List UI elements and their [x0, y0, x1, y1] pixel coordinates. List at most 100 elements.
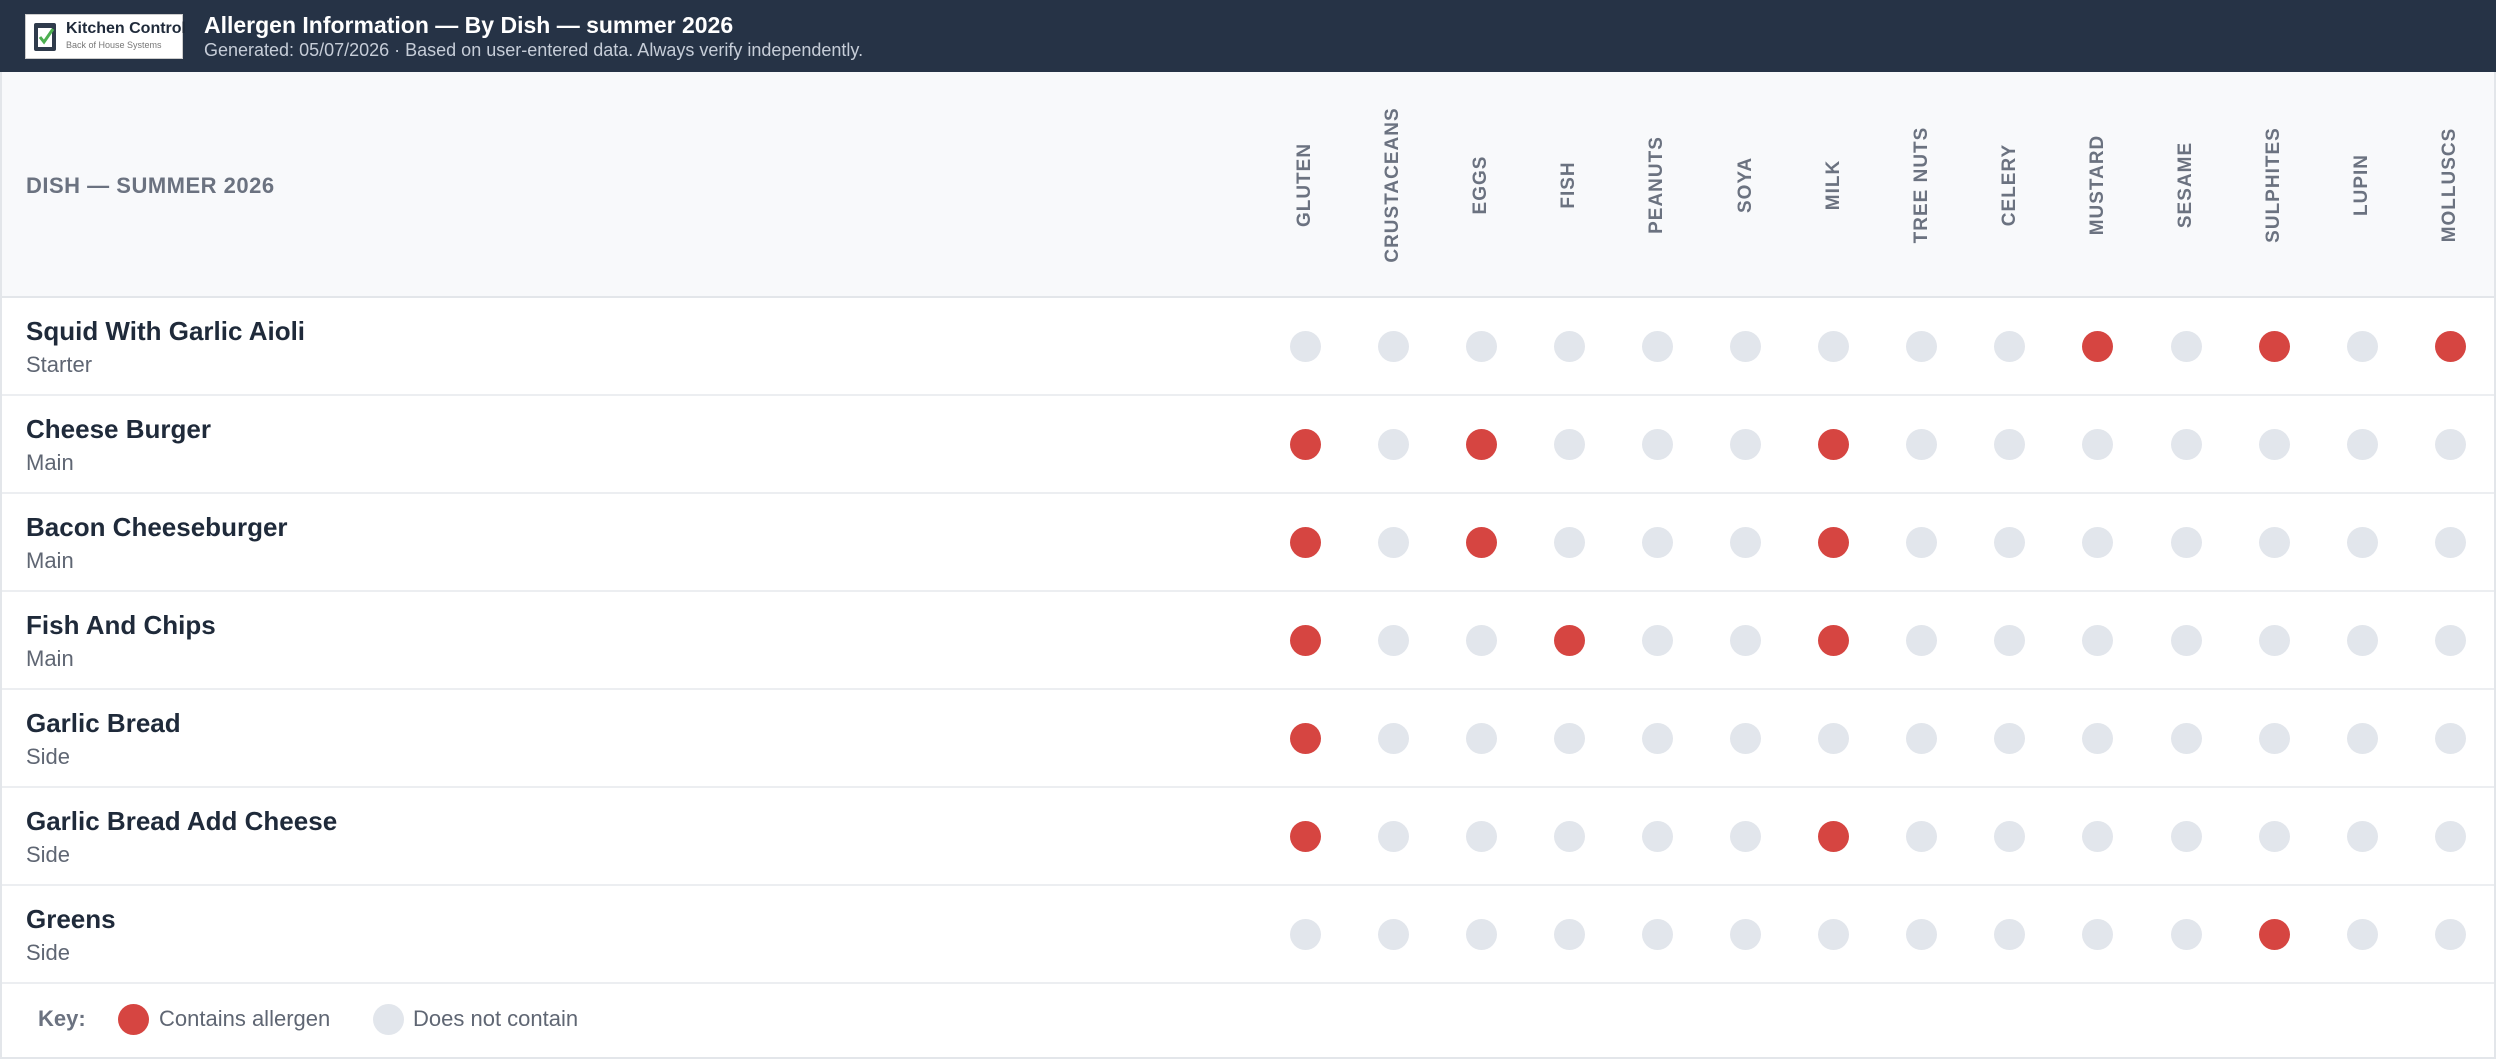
allergen-dot [1818, 429, 1850, 460]
allergen-dot [2170, 723, 2202, 754]
allergen-dot [1730, 527, 1761, 558]
allergen-dot [1377, 331, 1409, 362]
allergen-dot [2082, 821, 2114, 852]
allergen-dot [2082, 429, 2114, 460]
allergen-header: TREE NUTS [1910, 126, 1932, 244]
allergen-dot [2434, 625, 2466, 656]
logo: Kitchen Control Back of House Systems [25, 14, 186, 59]
allergen-dot [1465, 821, 1497, 852]
allergen-dot [2082, 919, 2114, 950]
allergen-dot [1465, 919, 1497, 950]
allergen-dot [1994, 821, 2026, 852]
allergen-dot [2434, 821, 2466, 852]
allergen-dot [1377, 723, 1409, 754]
allergen-dot [2258, 919, 2290, 950]
allergen-dot [2258, 821, 2290, 852]
allergen-dot [1730, 331, 1761, 362]
allergen-header: LUPIN [2351, 154, 2373, 216]
allergen-dot [1906, 625, 1938, 656]
allergen-dot [2170, 527, 2202, 558]
allergen-dot [2346, 821, 2378, 852]
allergen-dot [1641, 527, 1673, 558]
key-not-contains: Does not contain [413, 1006, 579, 1031]
allergen-dot [2082, 625, 2114, 656]
allergen-dot [1906, 331, 1938, 362]
allergen-header: SULPHITES [2263, 127, 2285, 243]
allergen-dot [1641, 821, 1673, 852]
allergen-dot [1465, 723, 1497, 754]
allergen-dot [1289, 723, 1321, 754]
allergen-dot [1553, 821, 1585, 852]
allergen-dot [1906, 919, 1938, 950]
dish-category: Side [26, 940, 71, 965]
allergen-dot [2170, 919, 2202, 950]
allergen-header: GLUTEN [1294, 142, 1315, 228]
allergen-dot [1994, 429, 2026, 460]
allergen-dot [1377, 429, 1409, 460]
allergen-dot [1906, 723, 1938, 754]
allergen-dot [1994, 723, 2026, 754]
allergen-dot [1994, 331, 2026, 362]
allergen-dot [2082, 527, 2114, 558]
allergen-dot [1641, 429, 1673, 460]
allergen-dot [1641, 723, 1673, 754]
table-frame [0, 72, 2496, 1059]
allergen-dot [2170, 625, 2202, 656]
allergen-dot [1994, 625, 2026, 656]
logo-title: Kitchen Control [66, 20, 186, 37]
dish-category: Main [26, 548, 74, 573]
header-bar: Kitchen Control Back of House Systems Al… [0, 0, 2496, 72]
allergen-dot [1818, 723, 1850, 754]
dish-category: Side [26, 842, 71, 867]
dish-name: Cheese Burger [26, 414, 211, 444]
allergen-dot [2082, 723, 2114, 754]
allergen-dot [1730, 919, 1761, 950]
allergen-dot [1465, 331, 1497, 362]
dish-category: Main [26, 450, 74, 475]
allergen-dot [1465, 625, 1497, 656]
dish-header: DISH — SUMMER 2026 [26, 173, 275, 198]
allergen-dot [2170, 429, 2202, 460]
allergen-dot [1553, 331, 1585, 362]
key-contains: Contains allergen [159, 1006, 331, 1031]
allergen-dot [2346, 919, 2378, 950]
allergen-header: SOYA [1734, 156, 1756, 214]
allergen-dot [1818, 527, 1850, 558]
allergen-dot [2434, 429, 2466, 460]
allergen-dot [1553, 429, 1585, 460]
allergen-dot [1289, 821, 1321, 852]
table-header: DISH — SUMMER 2026 GLUTEN CRUSTACEANS EGGS… [2, 72, 2494, 298]
dish-row: Bacon Cheeseburger Main [2, 494, 2494, 592]
dish-category: Side [26, 744, 71, 769]
dish-name: Bacon Cheeseburger [26, 512, 288, 542]
allergen-dot [2434, 331, 2466, 362]
allergen-dot [2258, 625, 2290, 656]
dish-category: Main [26, 646, 74, 671]
allergen-dot [1377, 919, 1409, 950]
logo-icon [34, 23, 56, 51]
allergen-header: MILK [1822, 159, 1844, 211]
dish-row: Cheese Burger Main [2, 396, 2494, 494]
allergen-dot [2170, 821, 2202, 852]
dish-name: Garlic Bread [26, 708, 181, 738]
allergen-dot [1465, 527, 1497, 558]
allergen-dot [1906, 821, 1938, 852]
dish-row: Garlic Bread Add Cheese Side [2, 788, 2494, 886]
allergen-header: PEANUTS [1646, 136, 1668, 234]
allergen-dot [2258, 723, 2290, 754]
allergen-header: FISH [1558, 161, 1580, 209]
allergen-dot [1377, 625, 1409, 656]
allergen-dot [1553, 625, 1585, 656]
dish-row: Garlic Bread Side [2, 690, 2494, 788]
allergen-dot [2434, 723, 2466, 754]
allergen-header: CELERY [1998, 143, 2020, 227]
allergen-header: MUSTARD [2086, 134, 2108, 236]
allergen-dot [1906, 429, 1938, 460]
allergen-header: MOLLUSCS [2439, 127, 2461, 243]
allergen-header: CRUSTACEANS [1382, 107, 1404, 263]
allergen-dot [1465, 429, 1497, 460]
allergen-dot [1641, 625, 1673, 656]
allergen-dot [1730, 625, 1761, 656]
allergen-dot [1553, 527, 1585, 558]
